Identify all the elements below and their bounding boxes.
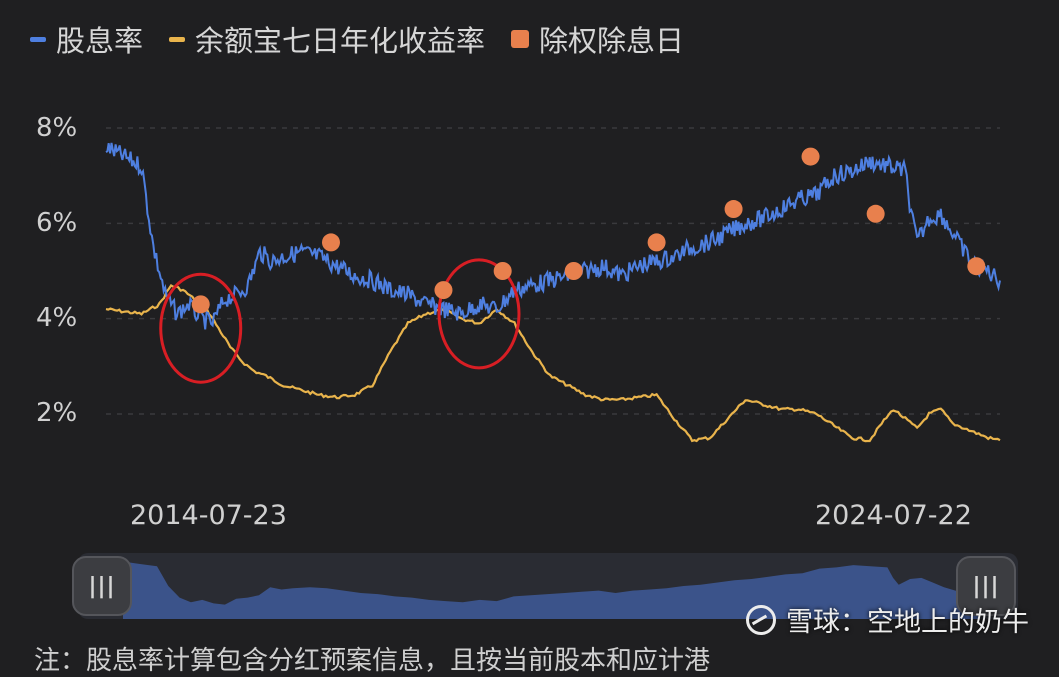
legend-label: 股息率 <box>56 24 144 58</box>
annotation-circles <box>159 258 521 384</box>
slider-right-handle[interactable]: ||| <box>956 556 1016 616</box>
watermark-text: 雪球：空地上的奶牛 <box>786 607 1029 638</box>
ex-dividend-point[interactable] <box>866 204 885 223</box>
annotation-circle <box>437 258 521 370</box>
y-tick-label: 2% <box>36 398 78 428</box>
ex-dividend-point[interactable] <box>967 257 986 276</box>
ex-dividend-point[interactable] <box>647 233 666 252</box>
series-lines <box>105 142 1001 443</box>
y-tick-label: 6% <box>36 208 78 238</box>
legend-label: 除权除息日 <box>539 24 685 58</box>
dividend-dates <box>191 147 986 314</box>
ex-dividend-point[interactable] <box>321 233 340 252</box>
footer-note: 注：股息率计算包含分红预案信息，且按当前股本和应计港 <box>34 646 711 676</box>
ex-dividend-point[interactable] <box>493 262 512 280</box>
legend-item-yuebao-yield[interactable]: 余额宝七日年化收益率 <box>169 18 485 60</box>
legend-item-dividend-yield[interactable]: 股息率 <box>30 18 143 60</box>
series-line-yuebao <box>105 284 1001 443</box>
legend: 股息率 余额宝七日年化收益率 除权除息日 <box>30 18 684 60</box>
ex-dividend-point[interactable] <box>434 281 453 300</box>
snowball-logo-icon <box>746 604 776 635</box>
ex-dividend-point[interactable] <box>191 295 210 314</box>
square-marker-icon <box>511 30 530 48</box>
x-tick-label: 2014-07-23 <box>130 500 287 531</box>
line-marker-icon <box>169 36 186 42</box>
x-tick-label: 2024-07-22 <box>815 500 972 531</box>
slider-left-handle[interactable]: ||| <box>72 556 132 616</box>
series-line-dividend-yield <box>105 142 1001 330</box>
legend-item-ex-dividend[interactable]: 除权除息日 <box>511 18 684 60</box>
chart-canvas <box>105 127 1001 443</box>
annotation-circle <box>159 272 243 384</box>
ex-dividend-point[interactable] <box>801 147 820 166</box>
y-tick-label: 4% <box>36 303 78 333</box>
legend-label: 余额宝七日年化收益率 <box>195 24 486 58</box>
ex-dividend-point[interactable] <box>564 262 583 280</box>
ex-dividend-point[interactable] <box>724 200 743 219</box>
gridlines <box>106 127 1000 415</box>
line-marker-icon <box>30 36 46 42</box>
watermark: 雪球：空地上的奶牛 <box>746 600 1029 639</box>
y-tick-label: 8% <box>36 113 78 143</box>
